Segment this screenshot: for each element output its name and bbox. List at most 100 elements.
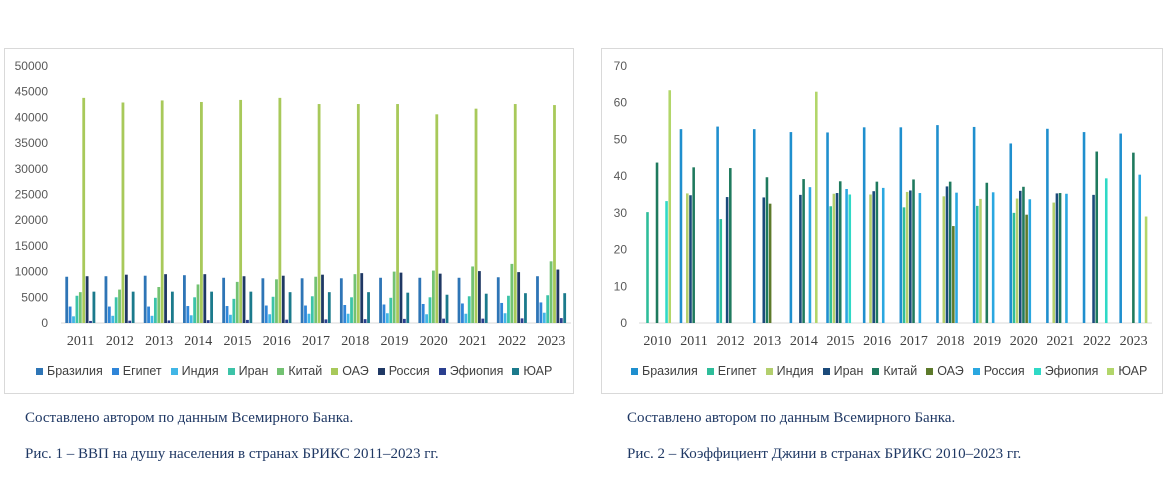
gdp-bar	[503, 313, 507, 323]
gini-bar	[808, 187, 812, 323]
gini-bar	[1025, 214, 1028, 323]
gdp-bar	[559, 318, 563, 323]
gdp-legend-label: Египет	[122, 364, 162, 378]
gdp-y-tick-label: 15000	[15, 239, 49, 253]
gini-bar	[936, 125, 939, 323]
gdp-legend-label: Россия	[388, 364, 430, 378]
gini-x-tick-label: 2011	[680, 334, 707, 349]
gdp-x-tick-label: 2023	[537, 334, 565, 349]
gini-legend-label: ОАЭ	[937, 364, 964, 378]
gini-x-tick-label: 2017	[900, 334, 928, 349]
gdp-x-tick-label: 2014	[184, 334, 212, 349]
gdp-bar	[524, 293, 527, 323]
gdp-bar	[467, 296, 471, 323]
gini-bar	[826, 132, 829, 323]
gdp-legend-label: Индия	[181, 364, 219, 378]
gini-bar	[991, 192, 995, 323]
gini-legend-swatch	[1107, 367, 1115, 375]
gdp-y-tick-label: 10000	[15, 265, 49, 279]
gdp-bar	[464, 313, 468, 323]
gdp-bar	[264, 305, 268, 323]
gini-bar	[1009, 143, 1013, 323]
gdp-x-tick-label: 2017	[302, 334, 330, 349]
gdp-legend-swatch	[36, 367, 43, 375]
gdp-legend-swatch	[331, 367, 339, 375]
gdp-bar	[167, 320, 171, 323]
gdp-legend-swatch	[438, 367, 446, 375]
gdp-bar	[389, 297, 393, 323]
gdp-chart-panel: 0 5000 10000 15000 20000 25000 30000 35000 40000…	[4, 48, 574, 394]
gini-x-tick-label: 2012	[717, 334, 745, 349]
gdp-bar	[157, 287, 161, 323]
gdp-bar	[310, 296, 314, 323]
gini-chart-panel: 0 10 20 30 40 50 60 70 2010 2011 2012 2013 2014 2015 2…	[601, 48, 1163, 394]
gini-bar	[1012, 212, 1016, 323]
gdp-bar	[196, 284, 200, 323]
gdp-y-tick-label: 35000	[15, 136, 49, 150]
gini-x-tick-label: 2023	[1120, 334, 1148, 349]
gdp-legend-label: ЮАР	[523, 364, 553, 378]
gdp-bar	[360, 273, 364, 323]
gdp-bar	[206, 320, 210, 323]
gini-bar	[1055, 193, 1059, 323]
gini-legend-item: Египет	[706, 364, 757, 378]
gini-bar	[765, 177, 769, 323]
gdp-bar	[396, 104, 399, 323]
gdp-bar	[124, 274, 128, 323]
gdp-bar	[496, 277, 500, 323]
gdp-bar	[271, 296, 275, 323]
gini-bar	[668, 90, 672, 323]
gini-bar	[945, 186, 949, 323]
gini-y-tick-label: 0	[620, 316, 627, 330]
gini-bar	[1119, 133, 1122, 323]
gdp-bar	[78, 292, 82, 323]
gdp-bar	[474, 108, 478, 323]
gini-bar	[979, 198, 982, 323]
gdp-bar	[402, 318, 406, 323]
gini-bar	[862, 127, 866, 323]
gdp-bar	[556, 269, 560, 323]
gdp-bar	[160, 100, 164, 323]
gdp-x-tick-label: 2020	[420, 334, 448, 349]
gdp-legend-swatch	[512, 367, 520, 375]
gdp-bar	[68, 306, 72, 323]
gdp-legend-swatch	[277, 367, 285, 375]
gdp-bar	[546, 295, 550, 323]
gini-bar	[1058, 193, 1062, 323]
gdp-bar	[442, 318, 445, 323]
gini-chart: 0 10 20 30 40 50 60 70 2010 2011 2012 2013 2014 2015 2…	[614, 59, 1152, 349]
gdp-y-tick-label: 45000	[15, 85, 49, 99]
gdp-x-tick-label: 2012	[106, 334, 134, 349]
gdp-legend-label: Иран	[238, 364, 269, 378]
gdp-bar	[232, 298, 236, 323]
gini-chart-legend: Бразилия Египет Индия Иран Китай ОАЭ Россия Эфи…	[631, 364, 1156, 378]
gini-bar	[665, 201, 668, 323]
gdp-bar	[478, 271, 481, 323]
gini-x-tick-label: 2014	[790, 334, 818, 349]
gdp-bar	[346, 313, 350, 323]
gini-bar	[789, 132, 793, 323]
gini-bar	[1065, 193, 1068, 323]
gini-bar	[975, 205, 979, 323]
gdp-bar	[268, 314, 272, 323]
gini-x-tick-label: 2013	[753, 334, 781, 349]
gdp-x-tick-label: 2015	[224, 334, 252, 349]
gdp-bar	[418, 277, 422, 323]
gdp-legend-label: Китай	[288, 364, 323, 378]
gdp-legend-item: Китай	[277, 364, 322, 378]
gini-legend-item: Россия	[972, 364, 1025, 378]
gini-y-tick-label: 70	[614, 59, 628, 73]
gdp-bar	[147, 306, 150, 323]
gini-x-tick-label: 2016	[863, 334, 891, 349]
figure-caption-1: Рис. 1 – ВВП на душу населения в странах…	[25, 446, 439, 462]
gdp-bar	[327, 292, 331, 323]
gdp-legend-item: Эфиопия	[438, 364, 503, 378]
gini-x-tick-label: 2019	[973, 334, 1001, 349]
gini-legend-label: Эфиопия	[1044, 364, 1099, 378]
gini-legend-label: Египет	[717, 364, 757, 378]
gini-bar	[1132, 152, 1135, 323]
gini-legend-swatch	[972, 367, 980, 375]
gdp-bar	[143, 275, 147, 323]
gini-bar	[948, 181, 952, 323]
gdp-bar	[425, 314, 428, 323]
